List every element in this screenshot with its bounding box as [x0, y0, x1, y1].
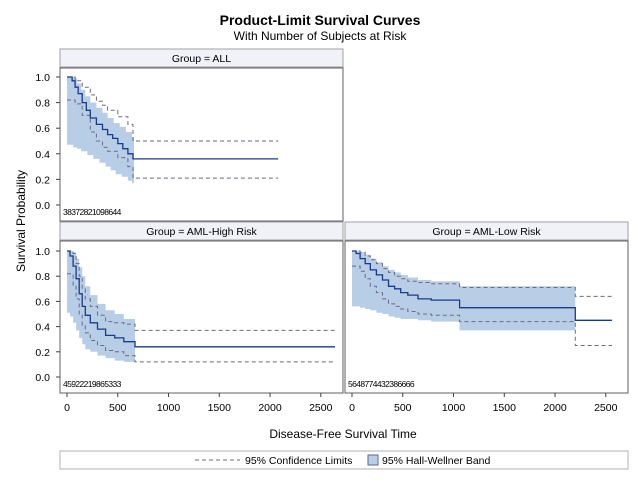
- x-tick-label: 2000: [543, 402, 567, 414]
- y-tick-label: 0.6: [35, 296, 50, 308]
- legend-frame: [59, 450, 629, 470]
- x-tick-label: 1500: [493, 402, 517, 414]
- panel-header: [344, 221, 629, 241]
- legend-band-swatch: [367, 454, 379, 466]
- survival-curve: [67, 76, 279, 160]
- hall-wellner-band: [67, 77, 134, 184]
- x-tick-label: 2500: [309, 402, 333, 414]
- x-tick-label: 2000: [258, 402, 282, 414]
- x-tick-label: 0: [349, 402, 355, 414]
- x-tick-label: 1500: [208, 402, 232, 414]
- at-risk-counts: 45922219865333: [63, 379, 122, 389]
- x-axis-label: Disease-Free Survival Time: [269, 427, 417, 441]
- panel-header-label: Group = ALL: [172, 53, 231, 65]
- survival-curve: [352, 250, 612, 321]
- chart-subtitle: With Number of Subjects at Risk: [234, 29, 408, 43]
- y-tick-label: 0.4: [35, 149, 50, 161]
- y-tick-label: 1.0: [35, 72, 50, 84]
- panel-2: Group = AML-High Risk 45922219865333 0.0 0.…: [35, 221, 344, 414]
- panel-3: Group = AML-Low Risk 5648774432386666 0 500…: [344, 221, 629, 414]
- y-tick-label: 0.0: [35, 200, 50, 212]
- panel-header: [59, 48, 344, 68]
- y-tick-label: 0.6: [35, 123, 50, 135]
- y-tick-label: 1.0: [35, 246, 50, 258]
- x-tick-label: 500: [109, 402, 127, 414]
- panel-header-label: Group = AML-Low Risk: [432, 226, 541, 238]
- panel-header-label: Group = AML-High Risk: [146, 226, 257, 238]
- confidence-limit-upper: [67, 76, 279, 142]
- at-risk-counts: 38372821098644: [63, 207, 122, 217]
- confidence-limit-upper: [67, 250, 335, 331]
- y-tick-label: 0.4: [35, 322, 50, 334]
- panel-plot-frame: [344, 240, 629, 394]
- legend-label-confidence: 95% Confidence Limits: [245, 455, 352, 467]
- y-tick-label: 0.2: [35, 174, 50, 186]
- x-tick-label: 500: [394, 402, 412, 414]
- confidence-limit-lower: [352, 265, 612, 346]
- x-tick-label: 0: [64, 402, 70, 414]
- y-tick-label: 0.0: [35, 372, 50, 384]
- panels-layer: Group = ALL 38372821098644 0.0 0.2 0.4 0.6 0.8…: [35, 48, 629, 414]
- y-tick-label: 0.8: [35, 271, 50, 283]
- panel-1: Group = ALL 38372821098644 0.0 0.2 0.4 0.6 0.8…: [35, 48, 344, 222]
- confidence-limit-lower: [67, 273, 335, 363]
- panel-header: [59, 221, 344, 241]
- y-axis-label: Survival Probability: [14, 170, 28, 272]
- legend-label-band: 95% Hall-Wellner Band: [382, 455, 491, 467]
- legend: 95% Confidence Limits 95% Hall-Wellner B…: [59, 450, 629, 470]
- y-tick-label: 0.8: [35, 98, 50, 110]
- y-tick-label: 0.2: [35, 347, 50, 359]
- hall-wellner-band: [67, 251, 135, 365]
- x-tick-label: 1000: [157, 402, 181, 414]
- survival-curve: [67, 250, 335, 348]
- chart-title: Product-Limit Survival Curves: [220, 12, 421, 28]
- x-tick-label: 1000: [442, 402, 466, 414]
- at-risk-counts: 5648774432386666: [348, 379, 415, 389]
- x-tick-label: 2500: [594, 402, 618, 414]
- confidence-limit-lower: [67, 99, 279, 179]
- confidence-limit-upper: [352, 250, 612, 297]
